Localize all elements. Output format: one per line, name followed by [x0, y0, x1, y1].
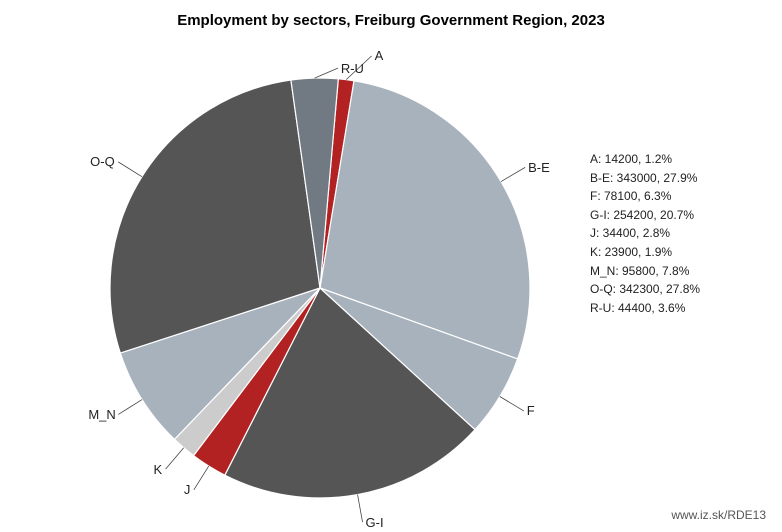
- legend-item: O-Q: 342300, 27.8%: [590, 280, 700, 299]
- legend-item: B-E: 343000, 27.9%: [590, 169, 700, 188]
- legend-item: K: 23900, 1.9%: [590, 243, 700, 262]
- pointer-line: [315, 68, 338, 78]
- slice-label-MN: M_N: [88, 407, 115, 422]
- legend-item: G-I: 254200, 20.7%: [590, 206, 700, 225]
- legend-item: F: 78100, 6.3%: [590, 187, 700, 206]
- source-footer: www.iz.sk/RDE13: [671, 508, 766, 522]
- pointer-line: [358, 495, 363, 523]
- slice-label-GI: G-I: [366, 515, 384, 530]
- pointer-line: [501, 167, 525, 181]
- pointer-line: [166, 448, 184, 469]
- legend-item: R-U: 44400, 3.6%: [590, 299, 700, 318]
- legend-item: M_N: 95800, 7.8%: [590, 262, 700, 281]
- pointer-line: [118, 400, 142, 415]
- slice-label-A: A: [375, 48, 384, 63]
- slice-label-BE: B-E: [528, 160, 550, 175]
- legend-block: A: 14200, 1.2%B-E: 343000, 27.9%F: 78100…: [590, 150, 700, 317]
- pointer-line: [118, 162, 142, 177]
- slice-label-OQ: O-Q: [90, 154, 115, 169]
- slice-label-J: J: [184, 482, 191, 497]
- chart-container: { "chart": { "type": "pie", "title": "Em…: [0, 0, 782, 532]
- slice-label-RU: R-U: [341, 61, 364, 76]
- slice-label-K: K: [154, 462, 163, 477]
- legend-item: A: 14200, 1.2%: [590, 150, 700, 169]
- pointer-line: [194, 466, 209, 490]
- pointer-line: [500, 396, 524, 410]
- legend-item: J: 34400, 2.8%: [590, 224, 700, 243]
- slice-label-F: F: [527, 403, 535, 418]
